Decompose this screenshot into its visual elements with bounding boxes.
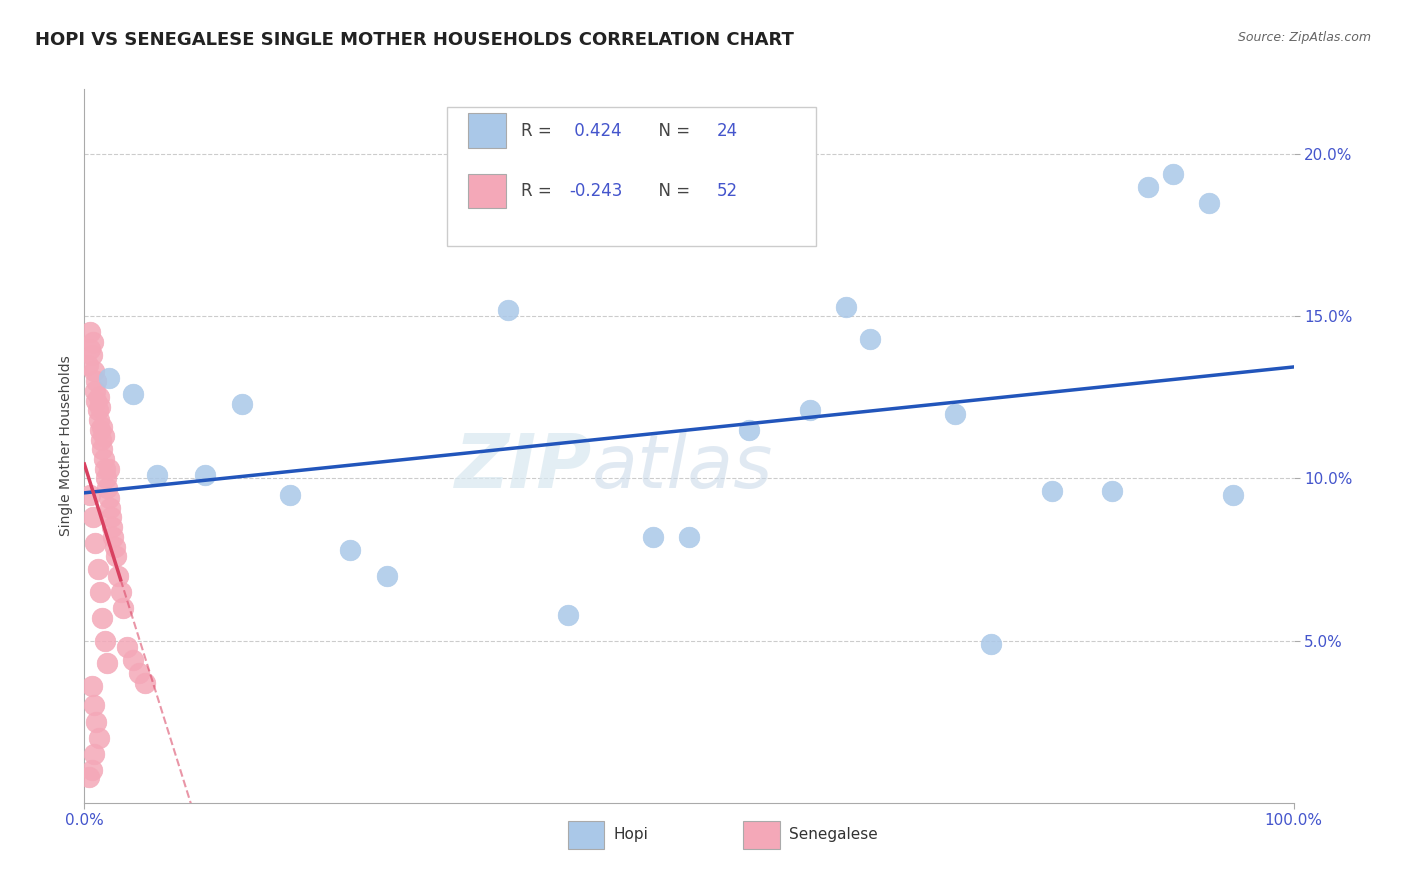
Point xyxy=(103,530,125,544)
Point xyxy=(112,601,135,615)
Point xyxy=(83,364,105,378)
Point xyxy=(100,510,122,524)
Text: R =: R = xyxy=(520,182,557,200)
Point xyxy=(79,488,101,502)
Point xyxy=(80,679,103,693)
Point xyxy=(94,471,117,485)
Point xyxy=(1161,167,1184,181)
Point xyxy=(79,342,101,356)
Point xyxy=(86,403,108,417)
Point xyxy=(339,542,361,557)
Point xyxy=(79,326,101,340)
Point xyxy=(97,371,120,385)
Point xyxy=(87,731,110,745)
Text: -0.243: -0.243 xyxy=(569,182,623,200)
Text: Hopi: Hopi xyxy=(614,828,648,842)
Text: Source: ZipAtlas.com: Source: ZipAtlas.com xyxy=(1237,31,1371,45)
Point xyxy=(98,500,121,515)
Point xyxy=(82,510,104,524)
Text: 0.424: 0.424 xyxy=(569,121,621,139)
Point xyxy=(859,332,882,346)
Point xyxy=(121,653,143,667)
Point xyxy=(80,764,103,778)
Point xyxy=(641,530,664,544)
Point xyxy=(94,633,117,648)
Point xyxy=(115,640,138,654)
Point xyxy=(84,384,107,398)
Point xyxy=(87,390,110,404)
FancyBboxPatch shape xyxy=(447,107,815,246)
Point xyxy=(77,770,100,784)
Point xyxy=(91,419,114,434)
Point xyxy=(77,358,100,372)
Point xyxy=(86,374,108,388)
Point xyxy=(97,491,120,505)
Point xyxy=(89,423,111,437)
Bar xyxy=(568,821,605,849)
Point xyxy=(278,488,301,502)
Point xyxy=(86,562,108,576)
Point xyxy=(91,442,114,457)
Text: ZIP: ZIP xyxy=(456,431,592,504)
Point xyxy=(87,413,110,427)
Point xyxy=(799,403,821,417)
Point xyxy=(80,348,103,362)
Text: 52: 52 xyxy=(717,182,738,200)
Point xyxy=(1198,195,1220,210)
Point xyxy=(94,461,117,475)
Point xyxy=(84,536,107,550)
Point xyxy=(146,468,169,483)
Point xyxy=(83,747,105,761)
Point xyxy=(93,452,115,467)
Point xyxy=(1222,488,1244,502)
Point xyxy=(89,400,111,414)
Point xyxy=(96,657,118,671)
Point xyxy=(557,607,579,622)
Text: HOPI VS SENEGALESE SINGLE MOTHER HOUSEHOLDS CORRELATION CHART: HOPI VS SENEGALESE SINGLE MOTHER HOUSEHO… xyxy=(35,31,794,49)
Bar xyxy=(468,174,506,209)
Point xyxy=(496,302,519,317)
Point xyxy=(107,568,129,582)
Point xyxy=(110,585,132,599)
Y-axis label: Single Mother Households: Single Mother Households xyxy=(59,356,73,536)
Text: N =: N = xyxy=(648,182,695,200)
Bar xyxy=(744,821,780,849)
Point xyxy=(104,540,127,554)
Point xyxy=(943,407,966,421)
Text: N =: N = xyxy=(648,121,695,139)
Point xyxy=(101,520,124,534)
Text: R =: R = xyxy=(520,121,557,139)
Point xyxy=(375,568,398,582)
Point xyxy=(1101,484,1123,499)
Point xyxy=(89,585,111,599)
Point xyxy=(82,335,104,350)
Point xyxy=(1137,179,1160,194)
Point xyxy=(86,714,108,729)
Point xyxy=(86,393,108,408)
Point xyxy=(93,429,115,443)
Point xyxy=(835,300,858,314)
Point xyxy=(980,637,1002,651)
Text: 24: 24 xyxy=(717,121,738,139)
Point xyxy=(738,423,761,437)
Text: Senegalese: Senegalese xyxy=(789,828,879,842)
Point xyxy=(96,481,118,495)
Point xyxy=(104,549,127,564)
Point xyxy=(90,433,112,447)
Text: atlas: atlas xyxy=(592,432,773,503)
Point xyxy=(83,698,105,713)
Point xyxy=(231,397,253,411)
Point xyxy=(121,387,143,401)
Point xyxy=(97,461,120,475)
Point xyxy=(134,675,156,690)
Bar xyxy=(468,113,506,148)
Point xyxy=(194,468,217,483)
Point xyxy=(678,530,700,544)
Point xyxy=(1040,484,1063,499)
Point xyxy=(128,666,150,681)
Point xyxy=(91,611,114,625)
